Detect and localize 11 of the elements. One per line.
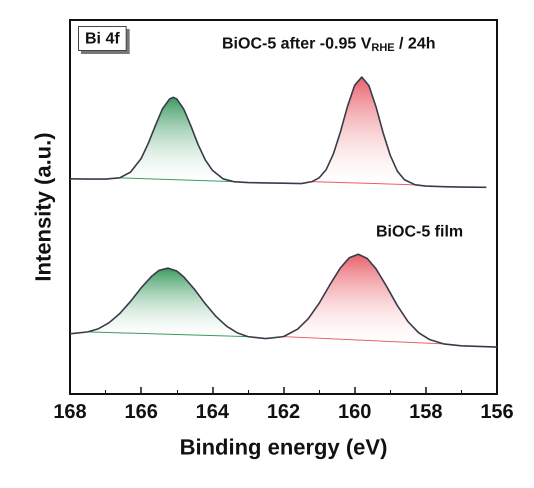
x-tick-label: 160 [338,401,372,423]
x-tick-label: 156 [480,401,514,423]
x-tick-label: 158 [409,401,443,423]
text: Bi 4f [85,30,120,48]
x-tick-label: 164 [196,401,230,423]
y-axis-title: Intensity (a.u.) [30,132,56,282]
x-tick-label: 162 [266,401,300,423]
x-tick-label: 166 [124,401,158,423]
x-tick-label: 168 [53,401,87,423]
annotation: BiOC-5 film [376,224,464,240]
x-axis-title: Binding energy (eV) [180,434,388,460]
